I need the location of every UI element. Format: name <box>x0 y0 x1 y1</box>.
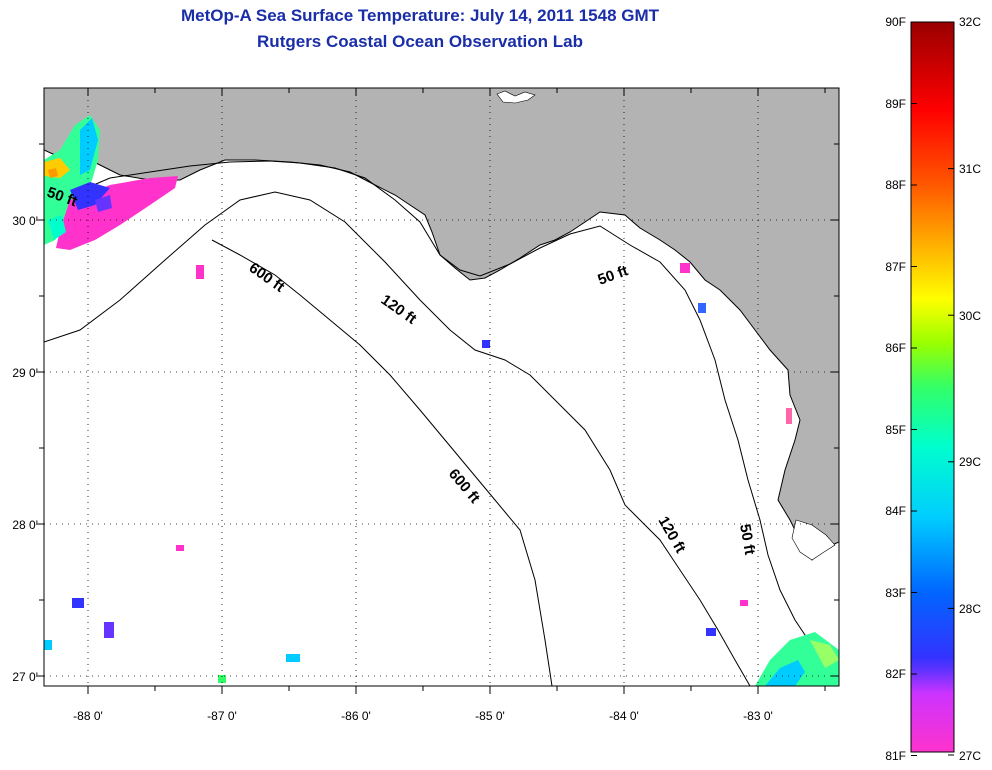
colorbar-c-label: 29C <box>959 455 981 469</box>
lon-tick-label: -85 0' <box>475 709 505 723</box>
land-mass <box>44 88 839 561</box>
colorbar-ticks <box>911 21 954 756</box>
lat-axis: 30 0' 29 0' 28 0' 27 0' <box>12 214 38 684</box>
map-frame <box>43 87 840 687</box>
map-title: MetOp-A Sea Surface Temperature: July 14… <box>180 6 660 25</box>
bay-water <box>791 519 836 561</box>
lon-tick-label: -87 0' <box>207 709 237 723</box>
lon-tick-label: -84 0' <box>609 709 639 723</box>
colorbar-f-label: 89F <box>885 97 906 111</box>
colorbar-f-label: 84F <box>885 504 906 518</box>
contour-label-50ft: 50 ft <box>736 523 758 556</box>
map-subtitle: Rutgers Coastal Ocean Observation Lab <box>257 32 583 51</box>
colorbar-gradient <box>910 21 955 753</box>
inland-lake <box>496 90 536 104</box>
lon-axis: -88 0' -87 0' -86 0' -85 0' -84 0' -83 0… <box>73 709 773 723</box>
colorbar: 90F 89F 88F 87F 86F 85F 84F 83F 82F 81F … <box>885 15 981 763</box>
lat-tick-label: 27 0' <box>12 670 38 684</box>
colorbar-f-label: 85F <box>885 423 906 437</box>
colorbar-f-label: 88F <box>885 178 906 192</box>
colorbar-c-label: 27C <box>959 749 981 763</box>
colorbar-c-label: 28C <box>959 602 981 616</box>
contour-120ft <box>44 191 751 686</box>
contour-600ft <box>211 239 553 686</box>
colorbar-c-label: 32C <box>959 15 981 29</box>
colorbar-f-label: 90F <box>885 15 906 29</box>
lat-tick-label: 30 0' <box>12 214 38 228</box>
colorbar-f-label: 83F <box>885 586 906 600</box>
colorbar-c-labels: 32C 31C 30C 29C 28C 27C <box>959 15 981 763</box>
contour-50ft <box>44 160 839 681</box>
colorbar-f-label: 86F <box>885 341 906 355</box>
colorbar-f-label: 82F <box>885 667 906 681</box>
lat-tick-label: 28 0' <box>12 518 38 532</box>
lon-tick-label: -88 0' <box>73 709 103 723</box>
lon-tick-label: -86 0' <box>341 709 371 723</box>
lon-tick-label: -83 0' <box>743 709 773 723</box>
colorbar-f-label: 81F <box>885 749 906 763</box>
graticule <box>36 88 839 694</box>
sst-data-layer <box>44 115 839 686</box>
lat-tick-label: 29 0' <box>12 366 38 380</box>
colorbar-c-label: 31C <box>959 162 981 176</box>
colorbar-f-labels: 90F 89F 88F 87F 86F 85F 84F 83F 82F 81F <box>885 15 906 763</box>
colorbar-c-label: 30C <box>959 309 981 323</box>
colorbar-f-label: 87F <box>885 260 906 274</box>
